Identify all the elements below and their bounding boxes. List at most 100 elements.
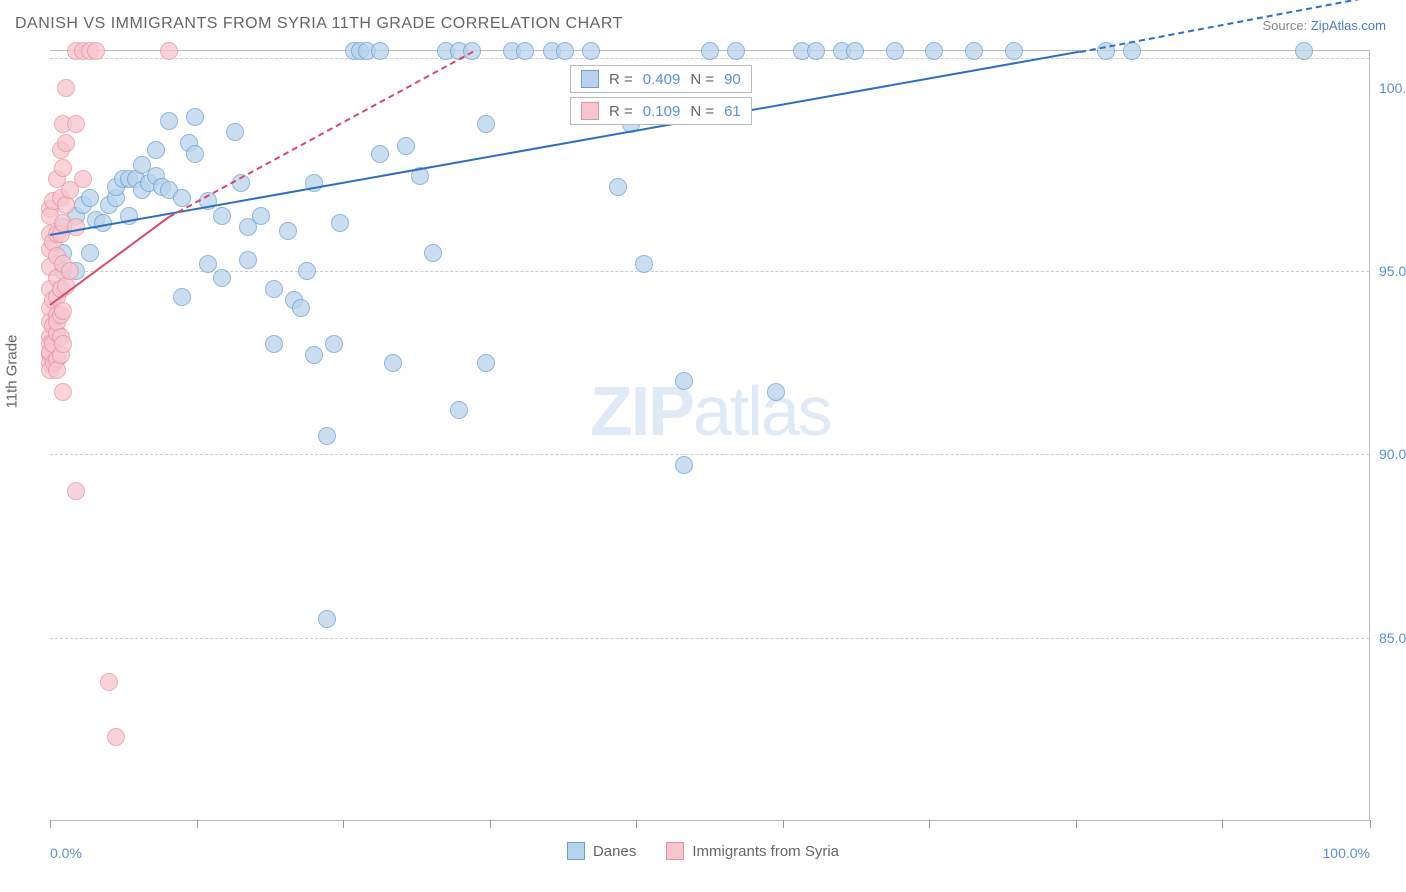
chart-title: DANISH VS IMMIGRANTS FROM SYRIA 11TH GRA…: [15, 15, 623, 33]
data-point: [925, 42, 943, 60]
data-point: [54, 383, 72, 401]
data-point: [160, 112, 178, 130]
data-point: [384, 354, 402, 372]
data-point: [292, 299, 310, 317]
data-point: [54, 302, 72, 320]
data-point: [318, 610, 336, 628]
legend-item-danes: Danes: [567, 842, 636, 860]
data-point: [701, 42, 719, 60]
data-point: [226, 123, 244, 141]
source-attribution: Source: ZipAtlas.com: [1262, 18, 1386, 33]
legend-item-syria: Immigrants from Syria: [666, 842, 839, 860]
data-point: [767, 383, 785, 401]
x-tick: [50, 820, 51, 828]
data-point: [318, 427, 336, 445]
x-tick: [636, 820, 637, 828]
stat-n-value: 61: [724, 103, 741, 120]
data-point: [1123, 42, 1141, 60]
x-tick: [929, 820, 930, 828]
x-tick: [490, 820, 491, 828]
data-point: [371, 42, 389, 60]
grid-line: [50, 638, 1369, 639]
data-point: [1295, 42, 1313, 60]
data-point: [727, 42, 745, 60]
stat-r-label: R =: [609, 103, 633, 120]
stat-n-value: 90: [724, 71, 741, 88]
data-point: [675, 456, 693, 474]
grid-line: [50, 454, 1369, 455]
data-point: [147, 141, 165, 159]
data-point: [609, 178, 627, 196]
data-point: [331, 214, 349, 232]
stat-n-label: N =: [690, 71, 714, 88]
x-tick: [1076, 820, 1077, 828]
stats-swatch: [581, 102, 599, 120]
data-point: [186, 108, 204, 126]
data-point: [1005, 42, 1023, 60]
data-point: [807, 42, 825, 60]
stat-r-value: 0.109: [643, 103, 681, 120]
x-tick: [1370, 820, 1371, 828]
data-point: [279, 222, 297, 240]
data-point: [424, 244, 442, 262]
data-point: [675, 372, 693, 390]
data-point: [477, 354, 495, 372]
data-point: [54, 159, 72, 177]
data-point: [67, 115, 85, 133]
legend-swatch: [567, 842, 585, 860]
data-point: [477, 115, 495, 133]
data-point: [57, 134, 75, 152]
data-point: [886, 42, 904, 60]
trend-line: [50, 51, 1080, 236]
data-point: [450, 401, 468, 419]
data-point: [61, 262, 79, 280]
data-point: [213, 207, 231, 225]
x-tick: [1222, 820, 1223, 828]
data-point: [252, 207, 270, 225]
data-point: [81, 244, 99, 262]
x-tick: [343, 820, 344, 828]
stat-r-label: R =: [609, 71, 633, 88]
data-point: [556, 42, 574, 60]
x-axis: [50, 820, 1370, 821]
data-point: [67, 482, 85, 500]
y-axis-label: 11th Grade: [4, 335, 21, 409]
data-point: [325, 335, 343, 353]
data-point: [107, 728, 125, 746]
stat-n-label: N =: [690, 103, 714, 120]
source-prefix: Source:: [1262, 18, 1310, 33]
data-point: [213, 269, 231, 287]
legend-bottom: Danes Immigrants from Syria: [0, 842, 1406, 860]
legend-label: Immigrants from Syria: [692, 843, 839, 860]
watermark: ZIPatlas: [590, 371, 831, 451]
legend-label: Danes: [593, 843, 636, 860]
data-point: [582, 42, 600, 60]
data-point: [87, 42, 105, 60]
source-link[interactable]: ZipAtlas.com: [1311, 18, 1386, 33]
data-point: [265, 280, 283, 298]
data-point: [265, 335, 283, 353]
data-point: [298, 262, 316, 280]
data-point: [846, 42, 864, 60]
stats-box-danes: R = 0.409 N = 90: [570, 65, 752, 93]
data-point: [173, 288, 191, 306]
data-point: [57, 79, 75, 97]
y-tick-label: 90.0%: [1379, 446, 1406, 462]
watermark-rest: atlas: [693, 372, 831, 450]
data-point: [160, 42, 178, 60]
stats-swatch: [581, 70, 599, 88]
data-point: [74, 170, 92, 188]
data-point: [199, 255, 217, 273]
grid-line: [50, 271, 1369, 272]
trend-line: [168, 51, 473, 218]
data-point: [305, 346, 323, 364]
stat-r-value: 0.409: [643, 71, 681, 88]
y-tick-label: 100.0%: [1379, 80, 1406, 96]
data-point: [239, 251, 257, 269]
y-tick-label: 95.0%: [1379, 263, 1406, 279]
legend-swatch: [666, 842, 684, 860]
y-tick-label: 85.0%: [1379, 630, 1406, 646]
data-point: [516, 42, 534, 60]
data-point: [186, 145, 204, 163]
x-tick: [783, 820, 784, 828]
